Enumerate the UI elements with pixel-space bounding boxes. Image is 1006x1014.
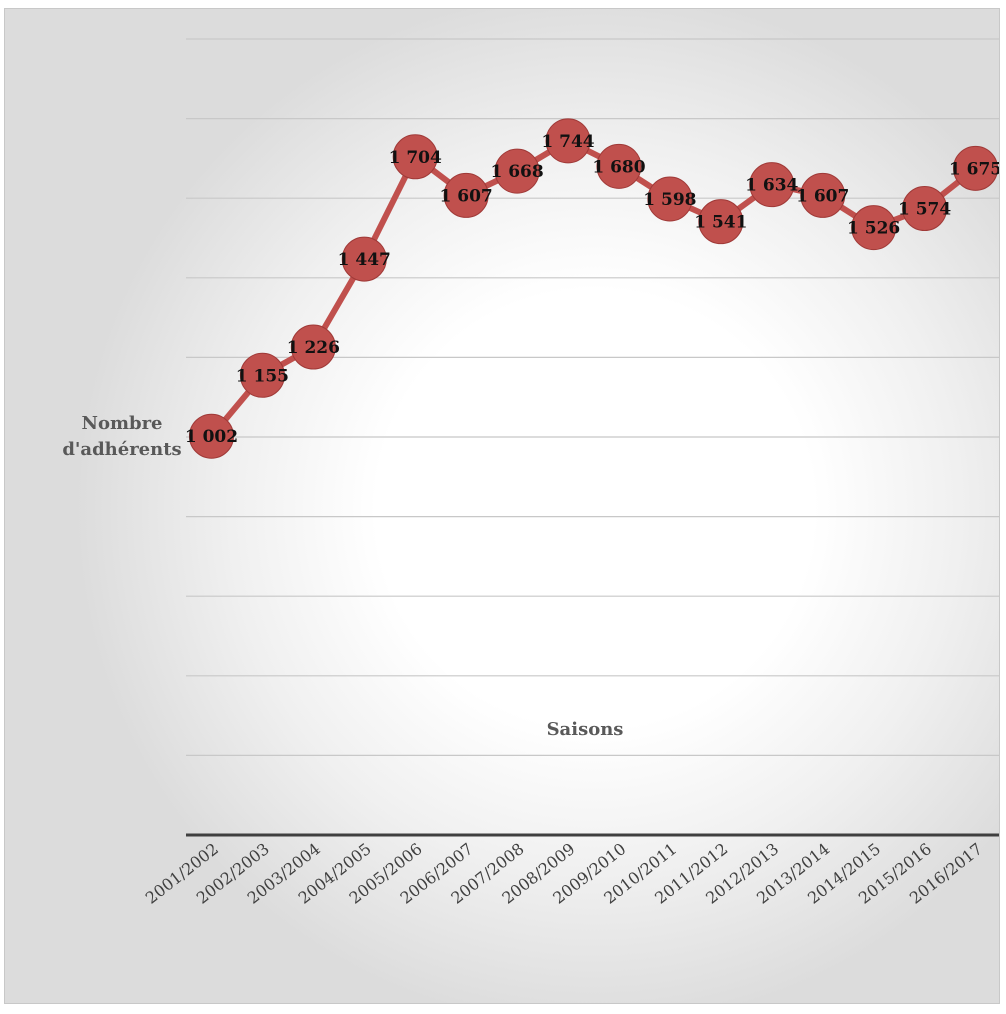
data-label: 1 541 bbox=[694, 213, 747, 233]
data-label: 1 447 bbox=[338, 250, 391, 270]
data-label: 1 526 bbox=[847, 219, 900, 239]
data-label: 1 155 bbox=[236, 366, 289, 386]
data-point bbox=[647, 176, 693, 222]
chart-area: 2001/2002 2002/2003 2003/2004 2004/2005 2005… bbox=[4, 8, 1000, 1004]
data-label: 1 002 bbox=[185, 427, 238, 447]
data-point bbox=[392, 134, 438, 180]
x-axis-title: Saisons bbox=[546, 719, 624, 740]
data-points bbox=[188, 118, 999, 459]
line-chart: 2001/20022002/20032003/20042004/20052005… bbox=[142, 38, 1000, 908]
data-point bbox=[239, 352, 285, 398]
data-point bbox=[494, 148, 540, 194]
data-point bbox=[902, 186, 948, 232]
data-label: 1 226 bbox=[287, 338, 340, 358]
data-point bbox=[596, 143, 642, 189]
data-point bbox=[953, 145, 999, 191]
data-label: 1 680 bbox=[592, 157, 645, 177]
data-point bbox=[851, 205, 897, 251]
data-point bbox=[341, 236, 387, 282]
data-label: 1 598 bbox=[643, 190, 696, 210]
data-point bbox=[800, 172, 846, 218]
data-label: 1 634 bbox=[745, 176, 798, 196]
data-label: 1 607 bbox=[796, 186, 849, 206]
data-label: 1 607 bbox=[440, 186, 493, 206]
data-labels: 1 002 1 155 1 226 1 447 1 704 1 607 1 668 1 744… bbox=[185, 132, 1000, 447]
data-point bbox=[290, 324, 336, 370]
y-axis-title: Nombre d'adhérents bbox=[62, 413, 182, 460]
data-point bbox=[545, 118, 591, 164]
data-label: 1 574 bbox=[898, 200, 951, 220]
data-label: 1 675 bbox=[949, 159, 1000, 179]
data-label: 1 704 bbox=[389, 148, 442, 168]
data-label: 1 744 bbox=[541, 132, 594, 152]
data-point bbox=[443, 172, 489, 218]
data-label: 1 668 bbox=[490, 162, 543, 182]
x-tick-labels: 2001/20022002/20032003/20042004/20052005… bbox=[142, 839, 986, 907]
data-point bbox=[749, 162, 795, 208]
data-point bbox=[188, 413, 234, 459]
series-line bbox=[209, 137, 978, 439]
data-point bbox=[698, 199, 744, 245]
